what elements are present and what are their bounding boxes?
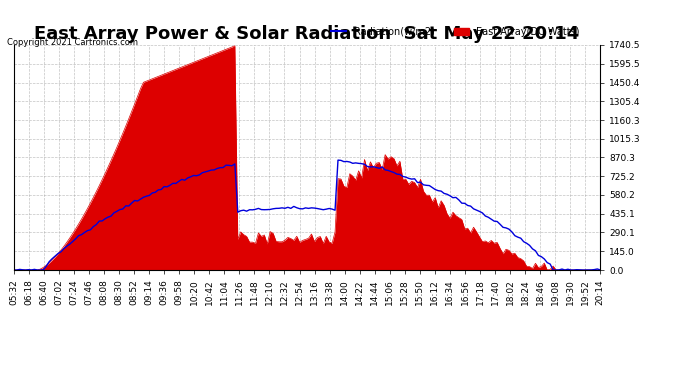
Text: Copyright 2021 Cartronics.com: Copyright 2021 Cartronics.com [7, 38, 138, 47]
Title: East Array Power & Solar Radiation  Sat May 22 20:14: East Array Power & Solar Radiation Sat M… [34, 26, 580, 44]
Legend: Radiation(w/m2), East Array(DC Watts): Radiation(w/m2), East Array(DC Watts) [327, 23, 584, 40]
